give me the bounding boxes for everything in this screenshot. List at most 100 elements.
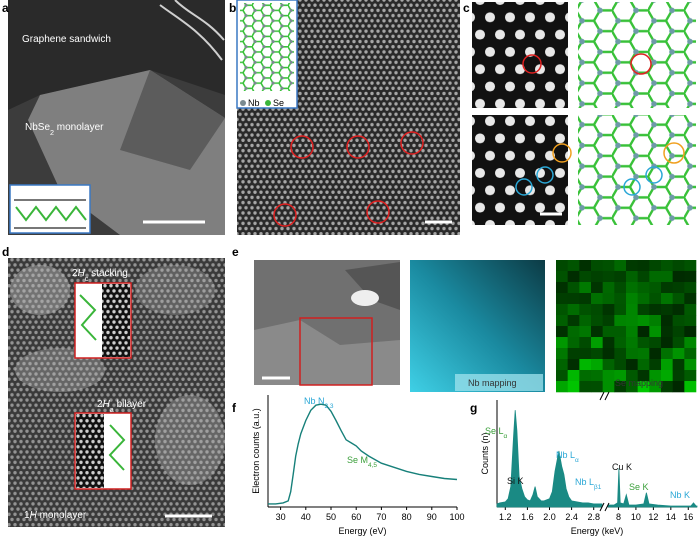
bilayer-label-main: 2 [97,399,103,410]
axis-break [599,502,610,512]
monolayer-1h-label-rest: monolayer [37,510,87,521]
se-pixel [637,337,650,349]
peak-label: Nb K [670,490,690,500]
spectrum-area [496,410,603,508]
se-pixel [684,359,697,371]
se-pixel [556,260,568,272]
se-pixel [684,304,697,316]
x-tick-label: 1.2 [499,512,512,522]
panel-d-image [8,258,225,527]
x-tick-label: 50 [326,512,336,522]
se-pixel [626,359,638,371]
se-pixel [567,348,580,360]
se-pixel [614,260,627,272]
se-pixel [556,304,568,316]
panel-letter: g [470,401,477,415]
se-pixel [672,337,685,349]
se-pixel [661,326,673,338]
se-pixel [626,315,638,327]
se-pixel [626,271,638,283]
se-pixel [672,381,685,393]
peak-label-main: Nb L [556,450,575,460]
x-axis-label: Energy (eV) [338,526,386,536]
peak-label-sub: 4,5 [368,462,377,469]
peak-label-main: Cu K [612,462,632,472]
monolayer-label-sub: 2 [50,128,54,137]
monolayer-1h-label-italic: H [30,510,38,521]
legend-nb: Nb [248,98,260,108]
stacking-label-sub: c [85,274,89,283]
panel-letter: f [232,401,237,415]
peak-label-main: Nb N [304,396,325,406]
se-pixel [661,381,673,393]
se-pixel [626,337,638,349]
x-tick-label: 60 [351,512,361,522]
se-pixel [602,282,615,294]
se-pixel [661,293,673,305]
x-tick-label: 1.6 [521,512,534,522]
se-pixel [602,260,615,272]
se-pixel [556,271,568,283]
panel-letter: c [463,1,470,15]
monolayer-label: NbSe2 monolayer [25,122,104,137]
peak-label-sub: β1 [594,484,602,491]
x-tick-label: 80 [402,512,412,522]
se-pixel [614,293,627,305]
se-pixel [649,381,662,393]
se-pixel [672,260,685,272]
se-pixel [637,293,650,305]
se-pixel [661,282,673,294]
panel-e-image [254,260,697,393]
se-pixel [684,315,697,327]
x-tick-label: 90 [427,512,437,522]
se-pixel [672,370,685,382]
x-tick-label: 70 [376,512,386,522]
se-pixel [649,359,662,371]
panel-letter: d [2,245,9,259]
se-pixel [602,337,615,349]
stacking-label-rest: stacking [88,268,127,279]
bilayer-label-sub: a [110,405,114,414]
spectrum-line [268,403,458,505]
peak-label: Se Lα [485,426,508,440]
se-pixel [614,326,627,338]
se-pixel [579,337,592,349]
se-pixel [672,271,685,283]
se-pixel [602,359,615,371]
se-pixel [602,326,615,338]
se-pixel [591,337,603,349]
se-pixel [626,348,638,360]
se-pixel [579,315,592,327]
se-pixel [672,293,685,305]
se-pixel [661,271,673,283]
se-pixel [591,282,603,294]
se-pixel [672,304,685,316]
se-pixel [684,348,697,360]
se-pixel [556,293,568,305]
se-pixel [591,359,603,371]
se-pixel [579,326,592,338]
se-pixel [637,282,650,294]
peak-label-main: Se M [347,455,368,465]
se-pixel [579,293,592,305]
se-pixel [591,348,603,360]
bilayer-label-italic: H [103,399,111,410]
se-pixel [637,359,650,371]
se-pixel [672,282,685,294]
panel-b-image [236,0,460,235]
peak-label: Se M4,5 [347,455,377,469]
peak-label: Cu K [612,462,632,472]
se-pixel [626,293,638,305]
se-pixel [649,315,662,327]
se-pixel [649,337,662,349]
se-pixel [684,293,697,305]
se-pixel [661,348,673,360]
se-pixel [684,271,697,283]
se-pixel [649,348,662,360]
se-pixel [614,304,627,316]
peak-label-sub: α [504,433,508,440]
y-axis-label: Electron counts (a.u.) [251,408,261,494]
se-pixel [579,260,592,272]
axis-break [599,391,610,401]
